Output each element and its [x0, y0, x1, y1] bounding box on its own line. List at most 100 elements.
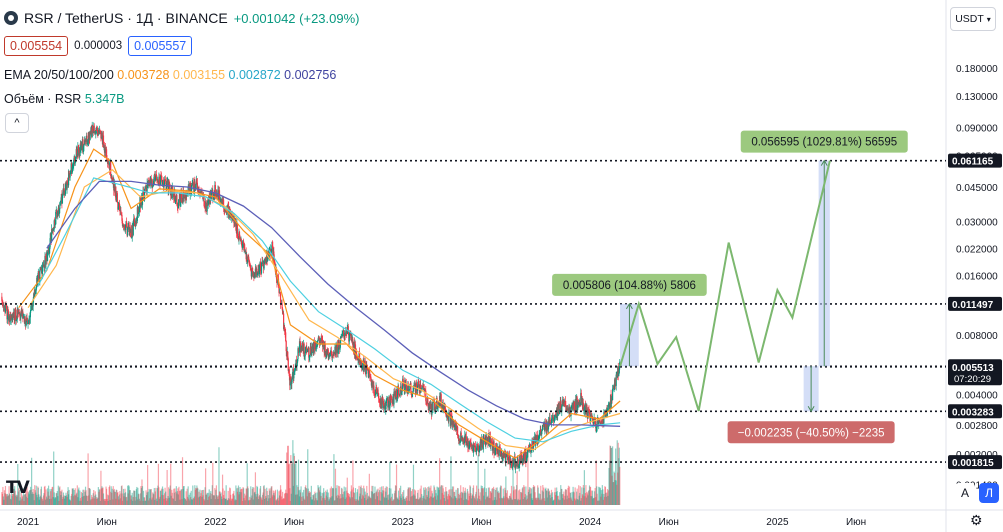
candle-body — [327, 349, 329, 357]
volume-bar — [181, 457, 184, 505]
volume-bar — [42, 495, 45, 505]
volume-bar — [450, 497, 453, 505]
volume-bar — [362, 496, 364, 505]
volume-bar — [337, 494, 339, 505]
candle-body — [37, 275, 39, 285]
volume-bar — [49, 499, 51, 505]
volume-bar — [311, 499, 313, 505]
volume-bar — [452, 498, 454, 505]
volume-bar — [121, 485, 123, 505]
volume-bar — [175, 486, 177, 505]
candle-body — [500, 454, 502, 457]
volume-bar — [55, 493, 57, 505]
candle-body — [423, 384, 425, 389]
volume-bar — [580, 498, 582, 505]
volume-bar — [241, 500, 244, 505]
sell-price-button[interactable]: 0.005554 — [4, 36, 69, 56]
volume-bar — [455, 489, 457, 505]
volume-bar — [211, 485, 213, 505]
volume-bar — [550, 493, 552, 505]
volume-bar — [253, 487, 255, 505]
volume-bar — [276, 498, 278, 505]
volume-bar — [162, 488, 164, 505]
candle-body — [409, 384, 411, 390]
volume-bar — [267, 495, 269, 505]
volume-bar — [228, 498, 230, 505]
volume-bar — [235, 485, 237, 505]
candle-body — [619, 361, 621, 366]
volume-bar — [515, 499, 517, 505]
volume-bar — [270, 486, 272, 505]
volume-bar — [545, 490, 548, 505]
collapse-legend-button[interactable]: ^ — [5, 113, 29, 133]
candle-body — [564, 401, 566, 406]
candle-body — [16, 319, 18, 321]
volume-bar — [250, 486, 252, 505]
volume-bar — [342, 494, 344, 505]
volume-bar — [503, 498, 505, 505]
volume-bar — [309, 491, 311, 505]
currency-selector[interactable]: USDT ▾ — [950, 7, 996, 31]
candle-body — [526, 452, 529, 455]
volume-bar — [233, 495, 235, 505]
candle-body — [457, 426, 459, 436]
volume-legend[interactable]: Объём · RSR 5.347B — [4, 92, 124, 106]
price-boxes: 0.005554 0.000003 0.005557 — [4, 36, 193, 56]
candle-body — [134, 222, 136, 226]
volume-bar — [317, 488, 320, 505]
log-scale-button[interactable]: Л — [979, 483, 999, 503]
volume-bar — [361, 498, 363, 505]
volume-bar — [203, 499, 205, 505]
volume-bar — [208, 496, 210, 505]
auto-scale-button[interactable]: A — [955, 483, 975, 503]
candle-body — [422, 385, 424, 387]
volume-bar — [272, 490, 274, 505]
candle-body — [105, 149, 108, 159]
volume-bar — [298, 496, 301, 505]
volume-bar — [43, 486, 46, 505]
volume-bar — [38, 494, 40, 505]
candle-body — [216, 193, 218, 196]
volume-bar — [82, 496, 85, 505]
volume-bar — [89, 489, 91, 505]
volume-bar — [394, 485, 397, 505]
candle-body — [497, 446, 499, 454]
volume-bar — [62, 492, 65, 505]
candle-body — [117, 202, 119, 210]
volume-bar — [441, 492, 443, 505]
candle-body — [329, 353, 331, 357]
volume-bar — [157, 463, 160, 505]
volume-bar — [306, 488, 308, 505]
ema-legend[interactable]: EMA 20/50/100/200 0.003728 0.003155 0.00… — [4, 68, 336, 82]
volume-bar — [367, 496, 369, 505]
volume-bar — [226, 500, 228, 505]
candle-body — [387, 399, 389, 408]
volume-bar — [149, 498, 151, 505]
volume-bar — [336, 485, 338, 505]
volume-bar — [129, 490, 131, 505]
volume-bar — [605, 492, 607, 505]
volume-bar — [591, 490, 594, 505]
candle-body — [590, 414, 593, 418]
candle-body — [406, 386, 408, 392]
volume-bar — [209, 495, 211, 505]
buy-price-button[interactable]: 0.005557 — [128, 36, 193, 56]
candle-body — [311, 346, 313, 355]
candle-body — [418, 381, 420, 385]
volume-bar — [259, 488, 261, 505]
volume-bar — [488, 487, 491, 505]
candle-body — [304, 356, 306, 358]
candle-body — [285, 341, 287, 352]
volume-bar — [284, 493, 286, 505]
candle-body — [383, 405, 385, 409]
candle-body — [478, 445, 480, 452]
volume-bar — [436, 486, 438, 505]
candle-body — [468, 445, 471, 449]
gear-icon[interactable]: ⚙ — [970, 512, 983, 528]
symbol-title[interactable]: RSR / TetherUS · 1Д · BINANCE — [24, 10, 228, 26]
volume-bar — [149, 489, 151, 505]
volume-bar — [501, 497, 503, 505]
volume-bar — [488, 497, 490, 505]
volume-bar — [419, 497, 421, 505]
